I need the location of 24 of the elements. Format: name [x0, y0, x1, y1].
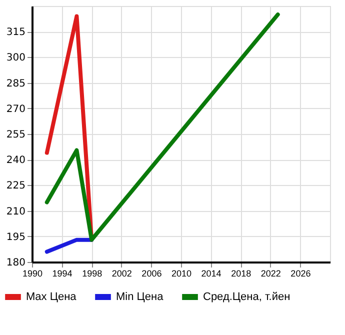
legend-label: Min Цена [116, 291, 164, 303]
y-tick-label: 270 [6, 104, 26, 115]
y-tick-label: 255 [6, 130, 26, 140]
x-tick-label: 1994 [52, 268, 72, 278]
x-tick-label: 1998 [82, 268, 102, 278]
legend-label: Сред.Цена, т.йен [203, 291, 290, 303]
y-tick-label: 210 [6, 206, 26, 218]
legend-label: Max Цена [26, 291, 78, 303]
x-tick-label: 2022 [260, 268, 281, 278]
x-tick-label: 1990 [22, 268, 43, 278]
x-tick-label: 2006 [142, 268, 162, 278]
x-tick-label: 2010 [171, 268, 192, 278]
x-tick-label: 2002 [112, 268, 132, 278]
x-tick-label: 2014 [201, 268, 222, 278]
y-tick-label: 300 [6, 52, 26, 64]
y-tick-label: 195 [6, 232, 26, 243]
y-tick-label: 315 [6, 27, 26, 38]
x-tick-label: 2026 [290, 268, 311, 278]
y-tick-label: 240 [6, 155, 26, 166]
y-tick-label: 285 [6, 78, 26, 90]
y-tick-label: 225 [6, 180, 26, 192]
line-series [44, 12, 280, 242]
x-tick-label: 2018 [231, 268, 252, 278]
y-tick-label: 180 [6, 258, 26, 268]
